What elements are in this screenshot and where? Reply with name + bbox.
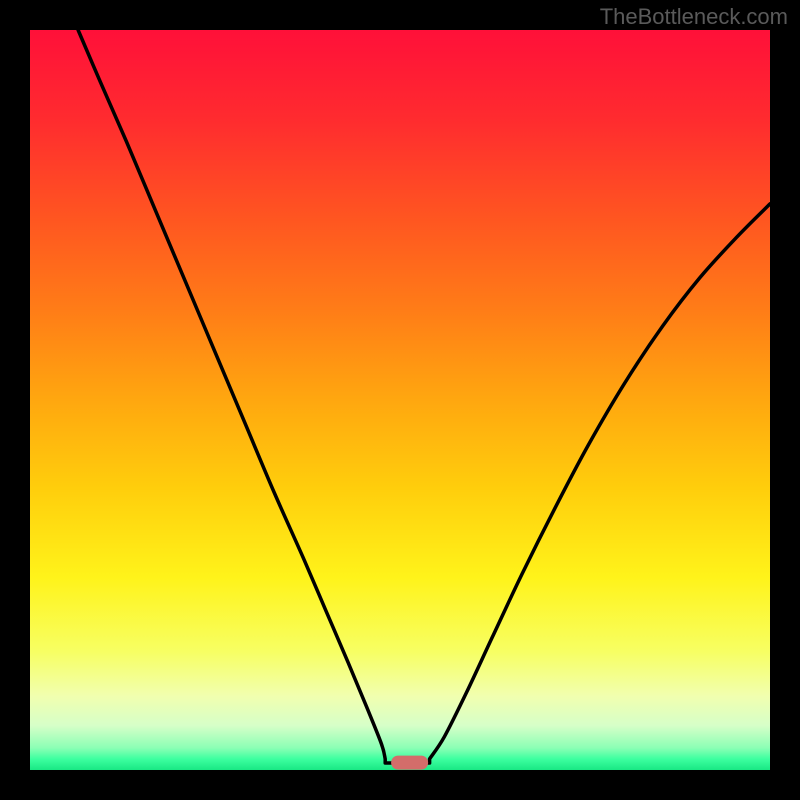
watermark-text: TheBottleneck.com [600, 4, 788, 30]
balance-marker [391, 756, 428, 770]
chart-canvas: TheBottleneck.com [0, 0, 800, 800]
bottleneck-chart-svg [0, 0, 800, 800]
plot-background-gradient [30, 30, 770, 770]
